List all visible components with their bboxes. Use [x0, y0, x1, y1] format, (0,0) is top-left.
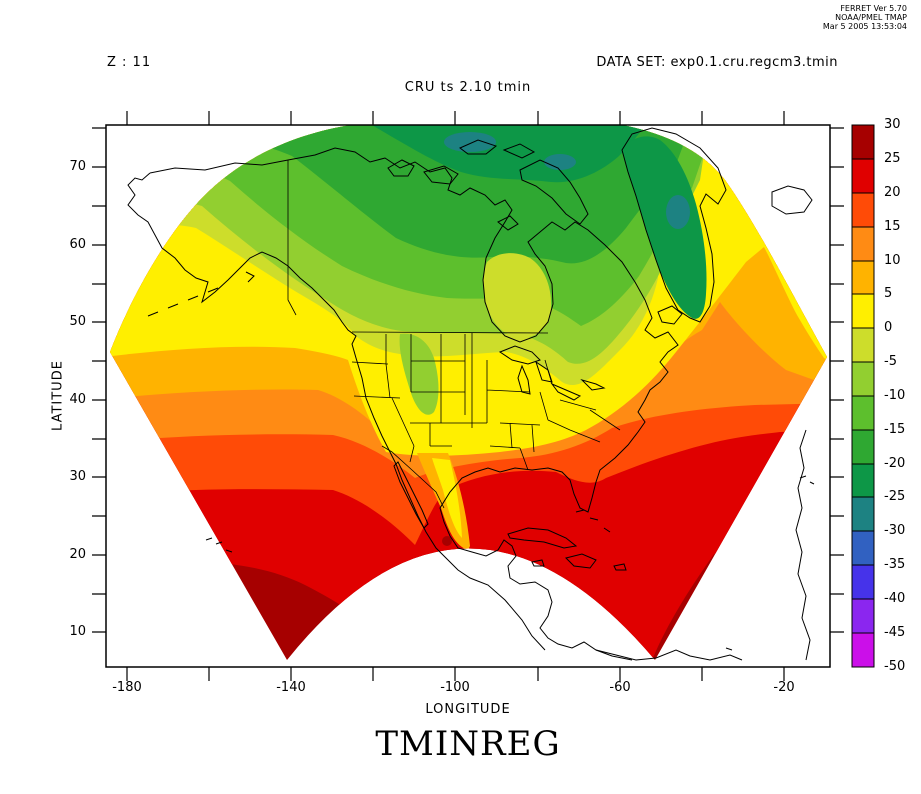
colorbar-tick-label: 30	[884, 117, 901, 132]
rockies-cold-tongue	[399, 333, 439, 415]
x-tick-label: -100	[440, 680, 470, 695]
great-lakes	[498, 345, 606, 401]
x-tick-label: -140	[276, 680, 306, 695]
z-level-label: Z : 11	[107, 55, 152, 70]
axis-ticks	[92, 111, 844, 681]
mexico-highland-tongue-inner	[432, 458, 462, 538]
aleutian-islands	[147, 271, 255, 317]
colorbar-cell	[851, 124, 875, 160]
colorbar-cell	[851, 429, 875, 465]
hudson-bay-warm-patch	[483, 253, 552, 338]
y-tick-label: 20	[69, 547, 86, 562]
y-tick-label: 40	[69, 392, 86, 407]
colorbar-cell	[851, 598, 875, 634]
x-tick-label: -20	[773, 680, 795, 695]
baja-california-coastline	[393, 461, 429, 529]
greenland-teal-patch	[666, 195, 690, 229]
iceland-coastline	[771, 185, 813, 215]
credit-line-2: NOAA/PMEL TMAP	[835, 13, 907, 22]
alaska-canada-border	[287, 160, 297, 316]
y-tick-label: 60	[69, 237, 86, 252]
colorbar-tick-label: -10	[884, 388, 906, 403]
x-tick-label: -60	[609, 680, 631, 695]
africa-coastline	[795, 429, 815, 661]
colorbar-cell	[851, 293, 875, 329]
dataset-label: DATA SET: exp0.1.cru.regcm3.tmin	[596, 55, 838, 70]
arctic-islands	[387, 139, 683, 325]
colorbar-cell	[851, 463, 875, 498]
y-tick-label: 10	[69, 624, 86, 639]
colorbar-tick-label: 5	[884, 286, 893, 301]
colorbar-tick-label: -30	[884, 523, 906, 538]
colorbar-tick-label: -40	[884, 591, 906, 606]
greenland-cold-patch	[622, 136, 707, 319]
colorbar-cell	[851, 395, 875, 431]
arctic-teal-patch-2	[544, 154, 576, 170]
x-axis-title: LONGITUDE	[425, 702, 511, 717]
colorbar-cell	[851, 564, 875, 600]
colorbar-tick-label: 0	[884, 320, 893, 335]
y-tick-label: 50	[69, 314, 86, 329]
plot-title: CRU ts 2.10 tmin	[404, 80, 532, 95]
pacific-coastline	[127, 172, 546, 651]
temp-band--25--20	[370, 125, 646, 183]
colorbar-cell	[851, 496, 875, 532]
political-borders	[287, 160, 621, 509]
us-state-borders	[351, 333, 621, 471]
us-canada-border	[351, 331, 549, 334]
colorbar-tick-label: -5	[884, 354, 897, 369]
credit-block: FERRET Ver 5.70 NOAA/PMEL TMAP Mar 5 200…	[823, 4, 907, 31]
colorbar-tick-label: -35	[884, 557, 906, 572]
colorbar-tick-label: 10	[884, 253, 901, 268]
greenland-coastline	[621, 127, 727, 323]
colorbar-tick-label: -20	[884, 456, 906, 471]
credit-line-1: FERRET Ver 5.70	[840, 4, 907, 13]
colorbar-tick-label: -15	[884, 422, 906, 437]
colorbar-tick-label: -45	[884, 625, 906, 640]
colorbar-cell	[851, 192, 875, 228]
plot-frame	[92, 111, 844, 681]
arctic-teal-patch	[444, 132, 496, 152]
y-axis-title: LATITUDE	[50, 360, 66, 431]
y-tick-label: 70	[69, 159, 86, 174]
colorbar-tick-label: 15	[884, 219, 901, 234]
caribbean-islands	[507, 509, 627, 571]
mexico-hot-spot	[442, 536, 452, 546]
y-tick-label: 30	[69, 469, 86, 484]
colorbar	[851, 124, 875, 668]
colorbar-tick-label: 25	[884, 151, 901, 166]
us-mexico-border	[381, 445, 445, 509]
colorbar-cell	[851, 632, 875, 668]
colorbar-tick-label: 20	[884, 185, 901, 200]
temperature-field	[110, 125, 827, 661]
north-america-coastline	[149, 147, 679, 661]
colorbar-tick-label: -25	[884, 489, 906, 504]
credit-line-3: Mar 5 2005 13:53:04	[822, 22, 907, 31]
colorbar-cell	[851, 530, 875, 566]
colorbar-tick-label: -50	[884, 659, 906, 674]
x-tick-label: -180	[112, 680, 142, 695]
colorbar-cell	[851, 327, 875, 363]
colorbar-cell	[851, 226, 875, 262]
colorbar-cell	[851, 260, 875, 295]
south-america-coastline	[595, 647, 743, 661]
colorbar-cell	[851, 361, 875, 397]
hawaii-islands	[205, 537, 233, 553]
coastlines	[127, 127, 815, 661]
colorbar-cell	[851, 158, 875, 194]
variable-name-label: TMINREG	[375, 724, 561, 764]
